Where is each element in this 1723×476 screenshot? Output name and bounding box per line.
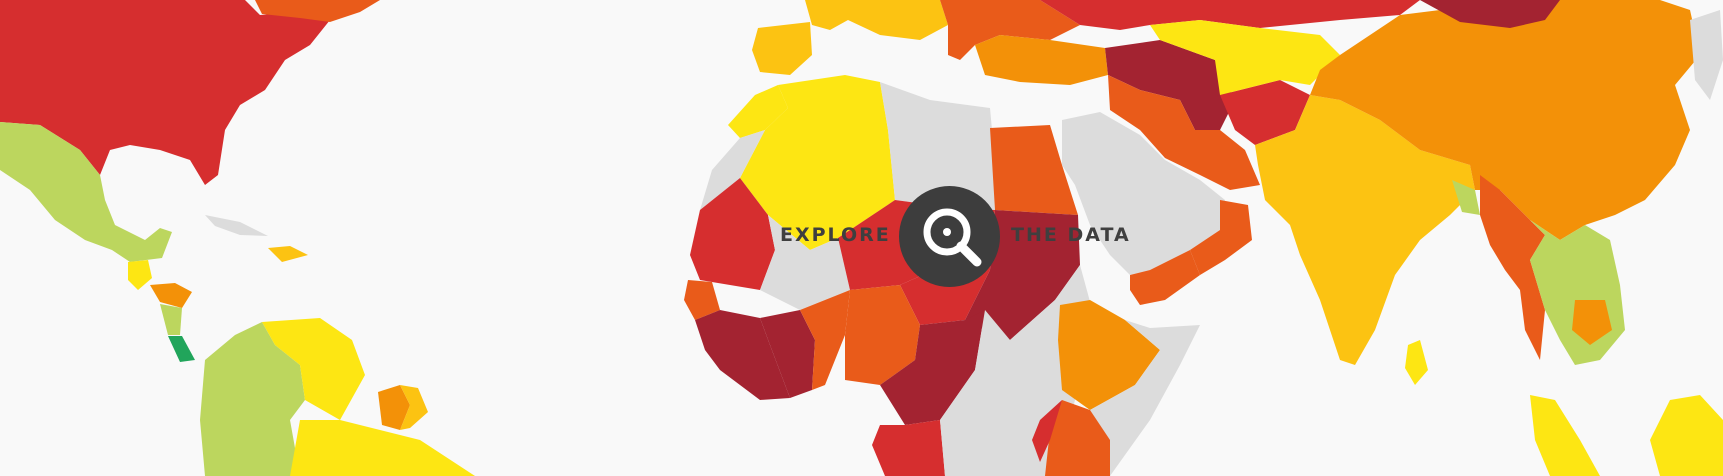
region-egypt[interactable] (990, 125, 1078, 215)
region-libya[interactable] (880, 82, 995, 210)
region-mauritania[interactable] (690, 178, 775, 290)
region-oman[interactable] (1190, 200, 1252, 275)
magnifier-icon (923, 208, 982, 267)
region-mali[interactable] (760, 215, 850, 310)
the-data-label[interactable]: THE DATA (1011, 224, 1131, 246)
region-turkey[interactable] (975, 35, 1108, 85)
region-hispaniola[interactable] (268, 246, 308, 262)
region-nicaragua[interactable] (160, 304, 182, 335)
region-ghana[interactable] (800, 290, 850, 390)
region-morocco[interactable] (728, 85, 788, 138)
region-iran[interactable] (1108, 75, 1260, 190)
region-guatemala[interactable] (128, 260, 152, 290)
region-algeria[interactable] (740, 75, 895, 250)
region-mexico[interactable] (0, 122, 172, 262)
region-yemen[interactable] (1130, 250, 1200, 305)
region-myanmar[interactable] (1480, 175, 1545, 360)
region-guinea[interactable] (695, 310, 790, 400)
region-caucasus[interactable] (1105, 40, 1235, 130)
region-senegal[interactable] (684, 280, 720, 320)
region-costa-rica[interactable] (168, 336, 195, 362)
region-china[interactable] (1310, 0, 1700, 240)
region-ivory-coast[interactable] (760, 310, 815, 398)
region-horn-of-africa[interactable] (1085, 320, 1200, 476)
region-western-sahara[interactable] (700, 130, 765, 210)
explore-label[interactable]: EXPLORE (780, 224, 891, 246)
region-central-asia[interactable] (1150, 20, 1340, 95)
region-suriname[interactable] (400, 385, 428, 430)
region-cameroon[interactable] (880, 310, 985, 425)
region-canada-islands[interactable] (255, 0, 380, 22)
region-iberia[interactable] (752, 22, 812, 75)
region-mongolia[interactable] (1420, 0, 1560, 28)
region-malaysia[interactable] (1530, 395, 1600, 476)
region-nigeria[interactable] (845, 285, 920, 385)
region-colombia[interactable] (200, 322, 305, 476)
region-cuba[interactable] (205, 215, 268, 236)
region-russia[interactable] (1040, 0, 1420, 30)
region-bangladesh[interactable] (1452, 180, 1480, 215)
region-sri-lanka[interactable] (1405, 340, 1428, 385)
region-east-africa[interactable] (1045, 400, 1110, 476)
region-europe-west[interactable] (805, 0, 948, 40)
region-south-america-lower[interactable] (290, 420, 475, 476)
region-philippines[interactable] (1650, 395, 1723, 476)
region-honduras[interactable] (150, 283, 192, 308)
region-gabon-congo[interactable] (872, 420, 945, 476)
region-east-africa-small[interactable] (1032, 400, 1062, 462)
region-ethiopia[interactable] (1058, 300, 1160, 410)
region-north-america-north[interactable] (0, 0, 330, 185)
explore-data-button[interactable] (899, 186, 1000, 287)
region-pakistan-india[interactable] (1255, 95, 1475, 365)
region-afghanistan[interactable] (1220, 80, 1310, 145)
region-cambodia[interactable] (1572, 300, 1612, 345)
region-venezuela[interactable] (262, 318, 365, 420)
region-korea-japan[interactable] (1690, 10, 1723, 100)
region-arabian-peninsula[interactable] (1062, 112, 1225, 275)
region-indochina[interactable] (1530, 220, 1625, 365)
region-guyana[interactable] (378, 385, 410, 430)
